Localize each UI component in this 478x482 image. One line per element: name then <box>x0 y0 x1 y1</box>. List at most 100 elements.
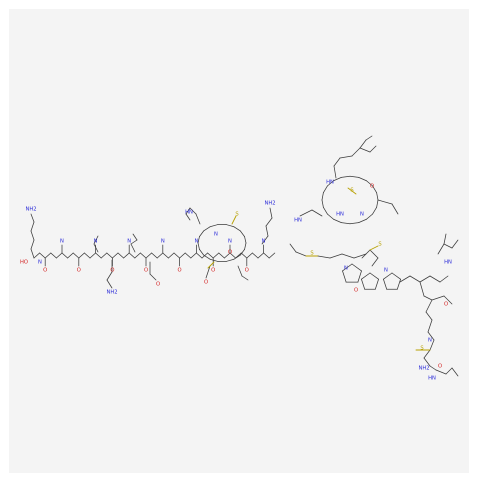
bond <box>106 271 113 281</box>
bond <box>369 145 377 153</box>
bond <box>326 180 334 187</box>
bond <box>93 235 99 245</box>
atom-label-oxygen: O <box>43 268 47 274</box>
bond <box>205 265 211 279</box>
bond <box>185 213 191 221</box>
bond <box>224 252 231 259</box>
bond <box>199 249 204 256</box>
bond <box>289 243 297 253</box>
atom-label-nh: HN <box>294 218 302 224</box>
bond <box>240 230 245 237</box>
atom-label-oxygen: O <box>156 282 160 288</box>
bond <box>329 253 343 259</box>
bond <box>342 263 353 272</box>
bond <box>203 226 211 232</box>
bond <box>423 295 433 301</box>
structure-panel <box>9 9 469 473</box>
bond <box>244 236 247 244</box>
bond <box>257 252 264 259</box>
bond <box>340 222 351 225</box>
atom-label-amine: NH2 <box>264 201 275 207</box>
bond <box>361 249 371 259</box>
bond <box>358 218 367 224</box>
bond <box>369 272 379 280</box>
bond <box>353 253 367 259</box>
atom-label-s: S <box>235 212 238 218</box>
bond <box>429 365 437 371</box>
bond <box>326 213 334 220</box>
atom-label-oxygen: O <box>245 268 249 274</box>
bond <box>425 311 433 321</box>
atom-label-n: N <box>194 239 198 245</box>
bond <box>241 275 249 281</box>
bond <box>252 252 259 259</box>
bond <box>89 252 96 259</box>
bond <box>423 357 431 367</box>
bond <box>435 369 447 375</box>
atom-label-oxygen: O <box>144 268 148 274</box>
bond <box>371 257 379 267</box>
bond <box>30 239 35 250</box>
bond <box>322 206 328 215</box>
atom-label-n: N <box>228 239 232 245</box>
bond <box>140 252 147 259</box>
atom-label-oxygen: O <box>228 250 232 256</box>
bond <box>95 252 102 259</box>
bond <box>359 147 371 153</box>
atom-label-oxygen: O <box>354 288 358 294</box>
bond <box>212 252 220 259</box>
bond <box>106 252 113 259</box>
bond <box>340 175 351 178</box>
bond <box>295 251 307 257</box>
bond <box>383 272 393 280</box>
bond <box>233 226 241 232</box>
bond <box>369 245 379 251</box>
atom-label-oxygen: O <box>211 268 215 274</box>
bond <box>231 215 237 225</box>
atom-label-n: N <box>60 239 64 245</box>
bond <box>268 252 276 259</box>
bond <box>321 199 324 208</box>
bond <box>30 230 35 241</box>
bond <box>443 295 453 305</box>
bond <box>445 367 453 375</box>
atom-label-nh: HN <box>326 180 334 186</box>
atom-label-s: S <box>310 251 313 257</box>
bond <box>123 252 130 259</box>
atom-label-n: N <box>94 239 98 245</box>
bond <box>439 275 449 283</box>
bond <box>261 235 269 245</box>
atom-label-n: N <box>262 239 266 245</box>
atom-label-n: N <box>161 239 165 245</box>
bond <box>333 176 342 182</box>
bond <box>372 185 378 194</box>
bond <box>229 252 236 259</box>
bond <box>209 258 219 262</box>
bond <box>372 206 378 215</box>
bond <box>190 252 197 259</box>
bond <box>339 155 353 159</box>
bond <box>39 252 46 259</box>
bond <box>429 339 435 351</box>
atom-label-nh: HN <box>428 376 436 382</box>
atom-label-n: N <box>127 239 131 245</box>
bond <box>237 265 243 277</box>
bond <box>311 209 323 217</box>
bond <box>431 295 445 301</box>
bond <box>341 253 355 259</box>
bond <box>203 254 211 260</box>
bond <box>429 275 441 283</box>
bond <box>383 278 388 290</box>
bond <box>451 367 459 377</box>
bond <box>299 209 313 217</box>
atom-label-s: S <box>378 242 381 248</box>
atom-label-oxygen: O <box>110 268 114 274</box>
bond <box>347 187 357 195</box>
bond <box>333 218 342 224</box>
bond <box>365 135 373 141</box>
bond <box>425 299 433 313</box>
bond <box>317 255 331 259</box>
bond <box>50 252 57 259</box>
bond <box>423 349 431 359</box>
